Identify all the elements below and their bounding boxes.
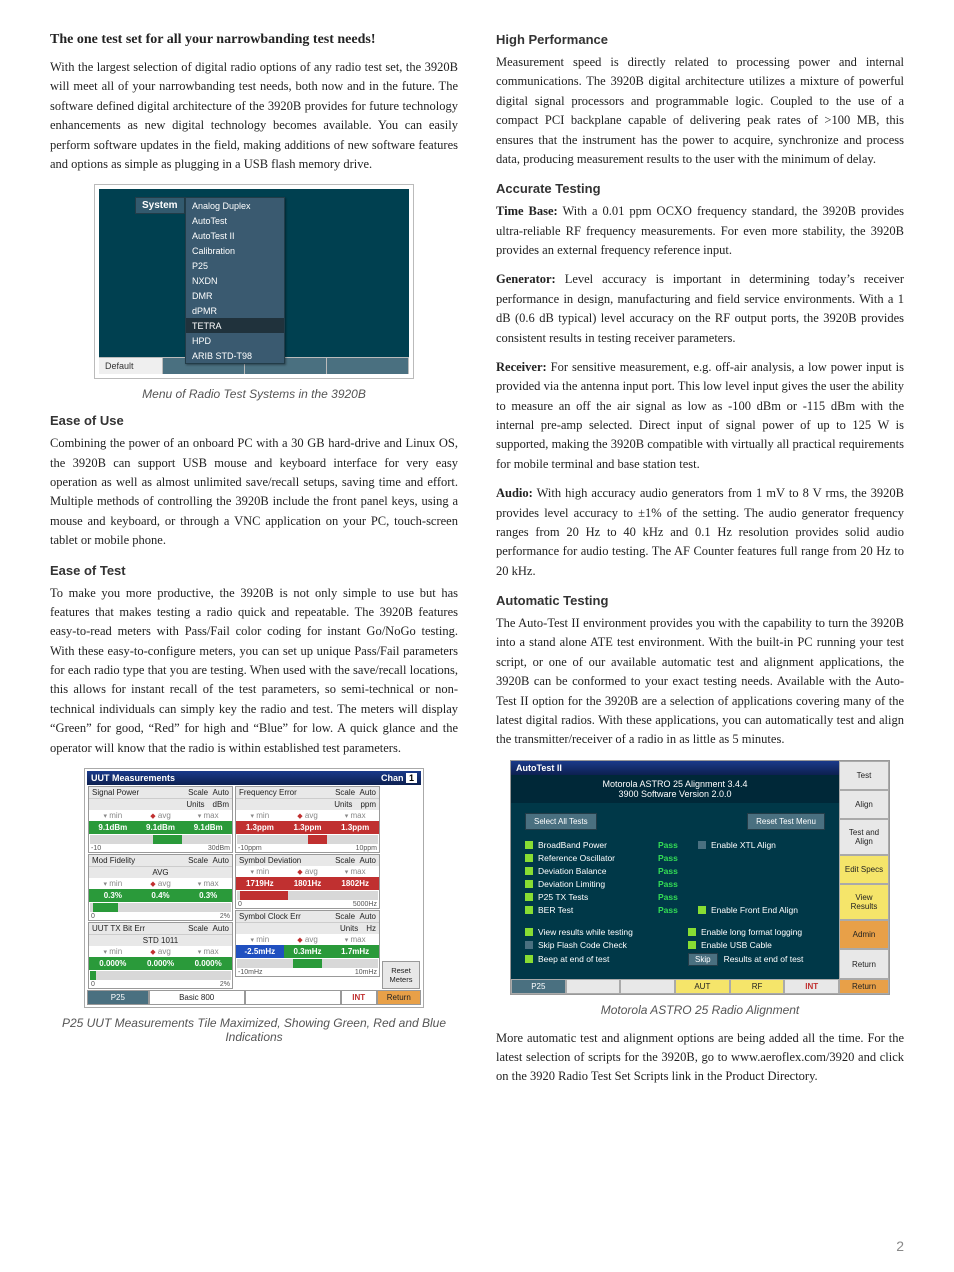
- foot-cell: [566, 979, 621, 994]
- generator-paragraph: Generator: Level accuracy is important i…: [496, 270, 904, 348]
- checkbox-icon[interactable]: [525, 841, 533, 849]
- menu-item-dpmr[interactable]: dPMR: [186, 303, 284, 318]
- checkbox-icon[interactable]: [525, 893, 533, 901]
- tile-symbol-deviation: Symbol DeviationScale Auto▾ min◆ avg▾ ma…: [235, 854, 380, 909]
- right-column: High Performance Measurement speed is di…: [496, 32, 904, 1097]
- automatic-testing-paragraph: The Auto-Test II environment provides yo…: [496, 614, 904, 750]
- figure-uut-measurements: UUT Measurements Chan 1 Signal PowerScal…: [84, 768, 424, 1008]
- receiver-paragraph: Receiver: For sensitive measurement, e.g…: [496, 358, 904, 474]
- select-all-tests-button[interactable]: Select All Tests: [525, 813, 597, 830]
- ease-of-use-heading: Ease of Use: [50, 413, 458, 428]
- menu-item-hpd[interactable]: HPD: [186, 333, 284, 348]
- checkbox-icon[interactable]: [688, 928, 696, 936]
- side-align-button[interactable]: Align: [839, 790, 889, 819]
- skip-button[interactable]: Skip: [688, 953, 718, 966]
- opt-row: Skip Flash Code CheckEnable USB Cable: [525, 940, 825, 950]
- test-row-ber-test: BER TestPassEnable Front End Align: [525, 905, 825, 915]
- side-test-button[interactable]: Test: [839, 761, 889, 790]
- menu-item-dmr[interactable]: DMR: [186, 288, 284, 303]
- checkbox-icon[interactable]: [525, 928, 533, 936]
- checkbox-icon[interactable]: [688, 941, 696, 949]
- tab-blank-3[interactable]: [327, 358, 409, 374]
- menu-item-calibration[interactable]: Calibration: [186, 243, 284, 258]
- side-edit-specs-button[interactable]: Edit Specs: [839, 855, 889, 884]
- tab-default[interactable]: Default: [99, 358, 163, 374]
- test-row-broadband-power: BroadBand PowerPassEnable XTL Align: [525, 840, 825, 850]
- menu-item-p25[interactable]: P25: [186, 258, 284, 273]
- opt-row: Beep at end of testSkipResults at end of…: [525, 953, 825, 966]
- foot-cell: AUT: [675, 979, 730, 994]
- checkbox-icon[interactable]: [525, 906, 533, 914]
- menu-item-tetra[interactable]: TETRA: [186, 318, 284, 333]
- foot-basic: Basic 800: [149, 990, 245, 1005]
- checkbox-icon[interactable]: [525, 854, 533, 862]
- closing-paragraph: More automatic test and alignment option…: [496, 1029, 904, 1087]
- figure-autotest: AutoTest II Motorola ASTRO 25 Alignment …: [510, 760, 890, 995]
- intro-paragraph: With the largest selection of digital ra…: [50, 58, 458, 174]
- time-base-paragraph: Time Base: With a 0.01 ppm OCXO frequenc…: [496, 202, 904, 260]
- accurate-testing-heading: Accurate Testing: [496, 181, 904, 196]
- autotest-head2: 3900 Software Version 2.0.0: [511, 789, 839, 799]
- opt-row: View results while testingEnable long fo…: [525, 927, 825, 937]
- checkbox-icon[interactable]: [525, 880, 533, 888]
- tile-frequency-error: Frequency ErrorScale AutoUnitsppm▾ min◆ …: [235, 786, 380, 853]
- menu-item-autotest[interactable]: AutoTest: [186, 213, 284, 228]
- side-view-results-button[interactable]: View Results: [839, 884, 889, 920]
- return-button[interactable]: Return: [839, 979, 889, 994]
- automatic-testing-heading: Automatic Testing: [496, 593, 904, 608]
- left-column: The one test set for all your narrowband…: [50, 32, 458, 1097]
- uut-window-title: UUT Measurements: [91, 773, 175, 783]
- tile-signal-power: Signal PowerScale AutoUnitsdBm▾ min◆ avg…: [88, 786, 233, 853]
- autotest-title: AutoTest II: [511, 761, 839, 775]
- page-number: 2: [896, 1238, 904, 1254]
- figure-1-caption: Menu of Radio Test Systems in the 3920B: [50, 387, 458, 401]
- tile-mod-fidelity: Mod FidelityScale AutoAVG▾ min◆ avg▾ max…: [88, 854, 233, 921]
- test-row-deviation-limiting: Deviation LimitingPass: [525, 879, 825, 889]
- test-row-deviation-balance: Deviation BalancePass: [525, 866, 825, 876]
- ease-of-test-paragraph: To make you more productive, the 3920B i…: [50, 584, 458, 758]
- autotest-head1: Motorola ASTRO 25 Alignment 3.4.4: [511, 779, 839, 789]
- reset-test-menu-button[interactable]: Reset Test Menu: [747, 813, 825, 830]
- system-menu: Analog DuplexAutoTestAutoTest IICalibrat…: [185, 197, 285, 364]
- audio-paragraph: Audio: With high accuracy audio generato…: [496, 484, 904, 581]
- foot-cell: INT: [784, 979, 839, 994]
- foot-blank: [245, 990, 341, 1005]
- checkbox-icon[interactable]: [525, 955, 533, 963]
- foot-return[interactable]: Return: [377, 990, 421, 1005]
- tile-uut-tx-bit-err: UUT TX Bit ErrScale AutoSTD 1011▾ min◆ a…: [88, 922, 233, 989]
- reset-meters-button[interactable]: Reset Meters: [382, 961, 420, 989]
- checkbox-icon[interactable]: [698, 906, 706, 914]
- ease-of-test-heading: Ease of Test: [50, 563, 458, 578]
- foot-cell: P25: [511, 979, 566, 994]
- checkbox-icon[interactable]: [525, 867, 533, 875]
- foot-p25[interactable]: P25: [87, 990, 149, 1005]
- test-row-reference-oscillator: Reference OscillatorPass: [525, 853, 825, 863]
- high-performance-paragraph: Measurement speed is directly related to…: [496, 53, 904, 169]
- menu-item-analog-duplex[interactable]: Analog Duplex: [186, 198, 284, 213]
- side-return-button[interactable]: Return: [839, 949, 889, 978]
- menu-item-arib-std-t98[interactable]: ARIB STD-T98: [186, 348, 284, 363]
- high-performance-heading: High Performance: [496, 32, 904, 47]
- checkbox-icon[interactable]: [698, 841, 706, 849]
- menu-item-autotest-ii[interactable]: AutoTest II: [186, 228, 284, 243]
- figure-system-menu: System Analog DuplexAutoTestAutoTest IIC…: [94, 184, 414, 379]
- tagline: The one test set for all your narrowband…: [50, 32, 458, 48]
- figure-3-caption: Motorola ASTRO 25 Radio Alignment: [496, 1003, 904, 1017]
- test-row-p25-tx-tests: P25 TX TestsPass: [525, 892, 825, 902]
- side-admin-button[interactable]: Admin: [839, 920, 889, 949]
- foot-int: INT: [341, 990, 377, 1005]
- ease-of-use-paragraph: Combining the power of an onboard PC wit…: [50, 434, 458, 550]
- foot-cell: RF: [730, 979, 785, 994]
- checkbox-icon[interactable]: [525, 941, 533, 949]
- side-test-and-align-button[interactable]: Test and Align: [839, 819, 889, 855]
- figure-2-caption: P25 UUT Measurements Tile Maximized, Sho…: [50, 1016, 458, 1044]
- tile-symbol-clock-err: Symbol Clock ErrScale AutoUnitsHz▾ min◆ …: [235, 910, 380, 977]
- uut-chan: Chan 1: [381, 773, 417, 783]
- foot-cell: [620, 979, 675, 994]
- menu-item-nxdn[interactable]: NXDN: [186, 273, 284, 288]
- system-button[interactable]: System: [135, 197, 185, 214]
